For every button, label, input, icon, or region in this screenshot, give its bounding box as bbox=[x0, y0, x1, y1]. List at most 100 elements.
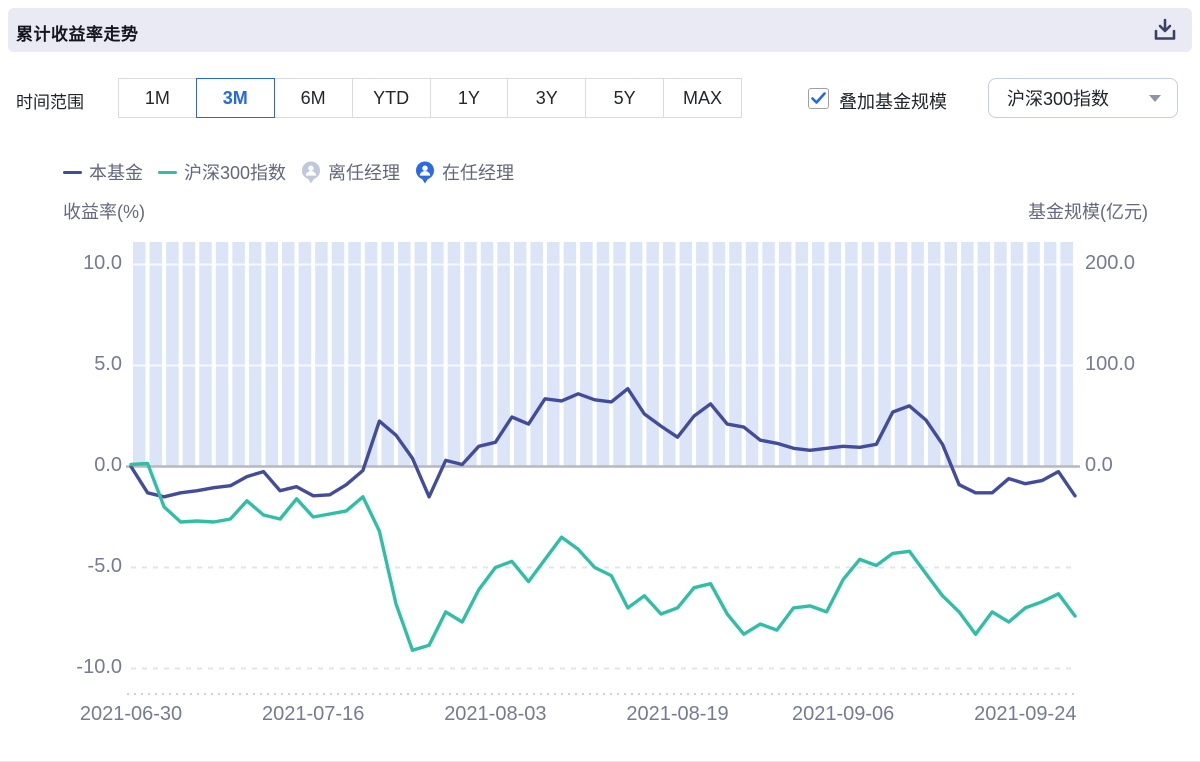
fund-scale-bar bbox=[1010, 242, 1024, 467]
fund-scale-bar bbox=[613, 242, 626, 467]
fund-scale-bar bbox=[1027, 242, 1040, 467]
fund-scale-bar bbox=[315, 242, 328, 467]
legend-label: 在任经理 bbox=[442, 163, 515, 183]
x-axis-tick: 2021-08-03 bbox=[444, 703, 547, 725]
fund-scale-bar bbox=[215, 242, 229, 467]
fund-scale-bar bbox=[199, 242, 212, 467]
fund-scale-bar bbox=[248, 242, 262, 467]
fund-scale-bar bbox=[364, 242, 378, 467]
card-header bbox=[8, 8, 1192, 52]
benchmark-line bbox=[129, 461, 1077, 652]
fund-scale-bar bbox=[331, 242, 345, 467]
person-pin-icon bbox=[416, 161, 435, 183]
fund-scale-bar bbox=[265, 242, 278, 467]
fund-scale-bar bbox=[795, 242, 808, 467]
x-axis-tick: 2021-08-19 bbox=[626, 703, 729, 725]
fund-scale-bar bbox=[530, 242, 543, 467]
legend-label: 离任经理 bbox=[328, 163, 401, 183]
time-range-button-5y[interactable]: 5Y bbox=[586, 79, 665, 117]
y-axis-tick-left: -5.0 bbox=[87, 554, 122, 577]
time-range-button-max[interactable]: MAX bbox=[664, 79, 741, 117]
x-axis-tick: 2021-06-30 bbox=[79, 703, 183, 725]
fund-scale-bar bbox=[762, 242, 775, 467]
fund-scale-bar bbox=[282, 242, 295, 467]
fund-scale-bar bbox=[696, 242, 709, 467]
time-range-button-1m[interactable]: 1M bbox=[119, 79, 197, 117]
x-axis-tick: 2021-09-06 bbox=[791, 703, 895, 725]
fund-scale-bar bbox=[927, 242, 941, 467]
fund-scale-bar bbox=[745, 242, 759, 467]
legend-item-2[interactable]: 离任经理 bbox=[301, 159, 400, 185]
fund-scale-bar bbox=[911, 242, 924, 467]
fund-scale-bar bbox=[431, 242, 444, 467]
benchmark-select[interactable]: 沪深300指数 bbox=[988, 78, 1178, 118]
legend-item-3[interactable]: 在任经理 bbox=[415, 159, 514, 185]
chart-legend: 本基金 沪深300指数 离任经理 在任经理 bbox=[63, 160, 514, 184]
y-axis-title-left: 收益率(%) bbox=[63, 202, 145, 222]
fund-scale-bar bbox=[497, 242, 510, 467]
fund-scale-bar bbox=[994, 242, 1007, 467]
overlay-fund-scale-label[interactable]: 叠加基金规模 bbox=[839, 92, 947, 112]
time-range-button-6m[interactable]: 6M bbox=[274, 79, 353, 117]
y-axis-tick-left: 10.0 bbox=[83, 251, 122, 274]
fund-scale-bar bbox=[778, 242, 792, 467]
legend-line-marker bbox=[63, 170, 82, 174]
fund-scale-bar bbox=[232, 242, 245, 467]
fund-scale-bar bbox=[944, 242, 958, 467]
fund-scale-bar bbox=[133, 242, 146, 467]
fund-scale-bar bbox=[646, 242, 659, 467]
download-icon[interactable] bbox=[1150, 15, 1180, 45]
y-axis-tick-left: -10.0 bbox=[76, 655, 122, 678]
fund-line bbox=[129, 387, 1077, 499]
fund-scale-bar bbox=[397, 242, 411, 467]
y-axis-tick-right: 200.0 bbox=[1085, 251, 1136, 274]
fund-scale-bar bbox=[961, 242, 974, 467]
y-axis-tick-right: 100.0 bbox=[1085, 352, 1136, 375]
fund-scale-bar bbox=[580, 242, 593, 467]
fund-scale-bar bbox=[513, 242, 527, 467]
fund-scale-bar bbox=[662, 242, 676, 467]
time-range-button-ytd[interactable]: YTD bbox=[352, 79, 431, 117]
time-range-button-3y[interactable]: 3Y bbox=[508, 79, 587, 117]
time-range-label: 时间范围 bbox=[16, 93, 84, 112]
y-axis-tick-right: 0.0 bbox=[1085, 453, 1113, 476]
fund-scale-bar bbox=[629, 242, 643, 467]
fund-scale-bar bbox=[464, 242, 477, 467]
fund-scale-bar bbox=[414, 242, 428, 467]
fund-scale-bar bbox=[679, 242, 693, 467]
fund-scale-bar bbox=[381, 242, 394, 467]
fund-scale-bar bbox=[547, 242, 560, 467]
legend-label: 沪深300指数 bbox=[184, 163, 287, 183]
overlay-fund-scale-checkbox[interactable] bbox=[808, 88, 829, 109]
time-range-group: 1M 3M 6M YTD 1Y 3Y 5Y MAX bbox=[118, 78, 742, 118]
time-range-button-1y[interactable]: 1Y bbox=[430, 79, 509, 117]
fund-scale-bar bbox=[447, 242, 461, 467]
x-axis-tick: 2021-09-24 bbox=[974, 703, 1077, 725]
fund-scale-bar bbox=[861, 242, 875, 467]
fund-scale-bar bbox=[729, 242, 742, 467]
fund-scale-bar bbox=[1043, 242, 1057, 467]
x-axis-tick: 2021-07-16 bbox=[262, 703, 365, 725]
fund-scale-bar bbox=[182, 242, 196, 467]
fund-scale-bar bbox=[712, 242, 726, 467]
fund-scale-bar bbox=[348, 242, 361, 467]
chevron-down-icon bbox=[1149, 94, 1161, 102]
fund-scale-bar bbox=[878, 242, 891, 467]
page-title: 累计收益率走势 bbox=[16, 25, 139, 44]
fund-scale-bar bbox=[812, 242, 825, 467]
legend-item-1[interactable]: 沪深300指数 bbox=[158, 159, 286, 185]
fund-scale-bar bbox=[166, 242, 179, 467]
fund-scale-bar bbox=[845, 242, 858, 467]
checkmark-icon bbox=[811, 92, 826, 104]
legend-item-0[interactable]: 本基金 bbox=[63, 159, 143, 185]
person-pin-icon bbox=[302, 161, 321, 183]
y-axis-tick-left: 0.0 bbox=[94, 453, 122, 476]
benchmark-select-value: 沪深300指数 bbox=[1007, 89, 1110, 109]
fund-scale-bar bbox=[828, 242, 842, 467]
fund-scale-bar bbox=[1060, 242, 1073, 467]
fund-scale-bar bbox=[149, 242, 163, 467]
legend-line-marker bbox=[158, 170, 177, 174]
y-axis-tick-left: 5.0 bbox=[94, 352, 122, 375]
